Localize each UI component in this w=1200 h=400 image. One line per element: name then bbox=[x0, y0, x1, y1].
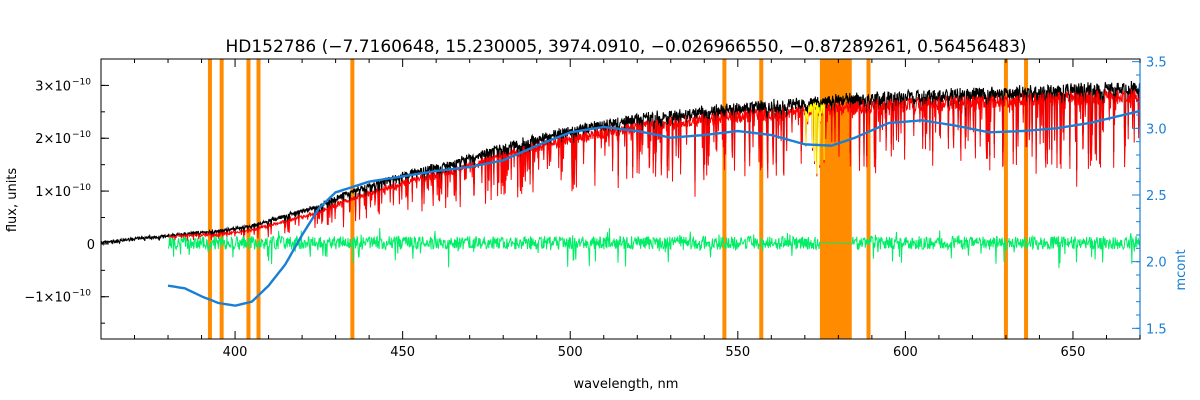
y-tick-label: 2×10 bbox=[35, 132, 71, 147]
y-tick-label: 0 bbox=[87, 238, 95, 253]
residual-series bbox=[167, 228, 1141, 269]
mcont-series bbox=[167, 109, 1141, 307]
observed-spectrum-series bbox=[100, 80, 1141, 247]
y2-axis: 1.5 2.0 2.5 3.0 3.5 bbox=[1132, 56, 1167, 337]
masked-line-8 bbox=[1003, 59, 1008, 339]
y-tick-exponent: −10 bbox=[72, 130, 91, 140]
y-tick-exponent: −10 bbox=[72, 289, 91, 299]
x-axis: 400 450 500 550 600 650 bbox=[134, 59, 1141, 360]
y-tick-exponent: −10 bbox=[72, 183, 91, 193]
masked-line-0 bbox=[207, 59, 212, 339]
chart-title: HD152786 (−7.7160648, 15.230005, 3974.09… bbox=[225, 37, 1026, 57]
masked-line-2 bbox=[246, 59, 251, 339]
masked-line-5 bbox=[722, 59, 727, 339]
y2-tick-label: 3.0 bbox=[1146, 122, 1167, 137]
model-spectrum-line bbox=[167, 88, 1141, 242]
y-tick-label: 3×10 bbox=[35, 79, 71, 94]
x-tick-label-500: 500 bbox=[558, 345, 583, 360]
x-tick-label-550: 550 bbox=[725, 345, 750, 360]
mcont-line bbox=[167, 109, 1141, 307]
y-axis-label: flux, units bbox=[5, 168, 20, 233]
masked-line-1 bbox=[219, 59, 224, 339]
masked-line-9 bbox=[1024, 59, 1029, 339]
y2-tick-label: 2.0 bbox=[1146, 256, 1167, 271]
x-tick-label-450: 450 bbox=[390, 345, 415, 360]
masked-line-6 bbox=[759, 59, 764, 339]
x-tick-label-400: 400 bbox=[223, 345, 248, 360]
y2-tick-label: 2.5 bbox=[1146, 189, 1167, 204]
x-tick-label-650: 650 bbox=[1061, 345, 1086, 360]
y-tick-label: 1×10 bbox=[35, 185, 71, 200]
y-tick-label: −1×10 bbox=[24, 291, 71, 306]
x-tick-label-600: 600 bbox=[893, 345, 918, 360]
highlight-segment bbox=[804, 102, 825, 174]
masked-line-3 bbox=[256, 59, 261, 339]
y-tick-exponent: −10 bbox=[72, 77, 91, 87]
observed-spectrum-line bbox=[100, 80, 1141, 247]
residual-line bbox=[167, 228, 1141, 269]
y2-tick-label: 3.5 bbox=[1146, 56, 1167, 71]
y2-axis-label: mcont bbox=[1174, 249, 1189, 290]
model-spectrum-series bbox=[167, 88, 1141, 242]
x-axis-label: wavelength, nm bbox=[574, 377, 679, 392]
masked-line-7 bbox=[866, 59, 871, 339]
y2-tick-label: 1.5 bbox=[1146, 322, 1167, 337]
